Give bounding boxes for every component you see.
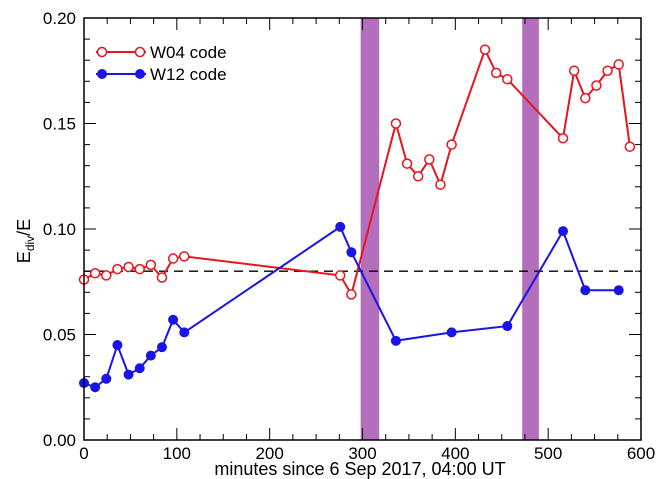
y-tick-label: 0.20 [43, 9, 76, 28]
data-point [145, 259, 157, 271]
data-point [179, 251, 190, 262]
data-point [591, 80, 602, 91]
data-point [613, 59, 624, 70]
series-line [83, 225, 619, 389]
data-point [613, 285, 624, 296]
series-markers [78, 44, 636, 393]
y-tick-label: 0.00 [43, 431, 76, 450]
data-point [479, 44, 491, 55]
data-point [557, 133, 569, 144]
x-axis-title: minutes since 6 Sep 2017, 04:00 UT [214, 459, 505, 479]
y-axis-title: Ediv/E [14, 219, 37, 263]
data-point [490, 67, 502, 79]
data-point [112, 263, 123, 275]
y-tick-label: 0.15 [43, 115, 76, 134]
data-point [145, 350, 156, 361]
data-point [424, 154, 435, 165]
data-point [179, 327, 190, 338]
data-point [558, 226, 569, 237]
shaded-region [522, 18, 539, 440]
data-point [580, 285, 591, 296]
data-point [502, 321, 513, 332]
data-point [412, 171, 424, 182]
data-point [502, 73, 513, 85]
data-point [167, 253, 179, 264]
legend-marker-w04-right [134, 46, 146, 58]
x-tick-label: 500 [534, 444, 562, 463]
data-point [346, 289, 357, 300]
data-point [168, 314, 179, 325]
y-axis-title-tail: /E [14, 219, 34, 236]
data-point [580, 92, 591, 104]
data-point [602, 65, 613, 76]
data-point [401, 158, 413, 169]
data-point [335, 221, 346, 232]
y-tick-label: 0.05 [43, 326, 76, 345]
legend-label-w12: W12 code [150, 65, 227, 84]
data-point [123, 369, 134, 380]
x-tick-label: 400 [441, 444, 469, 463]
data-point [446, 139, 457, 150]
data-point [134, 363, 145, 374]
legend-label-w04: W04 code [150, 43, 227, 62]
series-line [83, 47, 631, 297]
tick-labels: 0 100 200 300 400 500 600 0.00 0.05 0.10 0.15 0.20 [43, 9, 655, 463]
shaded-regions [360, 18, 539, 440]
y-tick-label: 0.10 [43, 220, 76, 239]
data-point [101, 373, 112, 384]
data-point [101, 270, 112, 281]
data-point [390, 118, 402, 129]
data-point [90, 382, 101, 393]
x-tick-label: 0 [79, 444, 88, 463]
data-point [624, 141, 636, 152]
data-point [435, 179, 446, 190]
data-point [89, 268, 101, 279]
data-point [123, 261, 134, 273]
legend-marker-w04-left [96, 46, 108, 58]
ticks [83, 17, 642, 441]
y-axis-title-main: E [14, 251, 34, 263]
data-point [156, 272, 168, 283]
shaded-region [360, 18, 380, 440]
legend-marker-w12-right [135, 69, 145, 79]
data-point [568, 65, 580, 76]
data-point [156, 342, 167, 353]
x-tick-label: 300 [348, 444, 376, 463]
data-point [446, 327, 457, 338]
x-tick-label: 100 [163, 444, 191, 463]
data-point [346, 247, 357, 258]
data-point [390, 335, 401, 346]
x-tick-label: 200 [255, 444, 283, 463]
data-point [112, 340, 123, 351]
series-lines [83, 47, 631, 389]
x-tick-label: 600 [627, 444, 655, 463]
y-axis-title-sub: div [23, 236, 37, 251]
data-point [134, 263, 145, 275]
legend: W04 code W12 code [96, 43, 227, 84]
data-point [334, 270, 346, 281]
legend-marker-w12-left [97, 69, 107, 79]
